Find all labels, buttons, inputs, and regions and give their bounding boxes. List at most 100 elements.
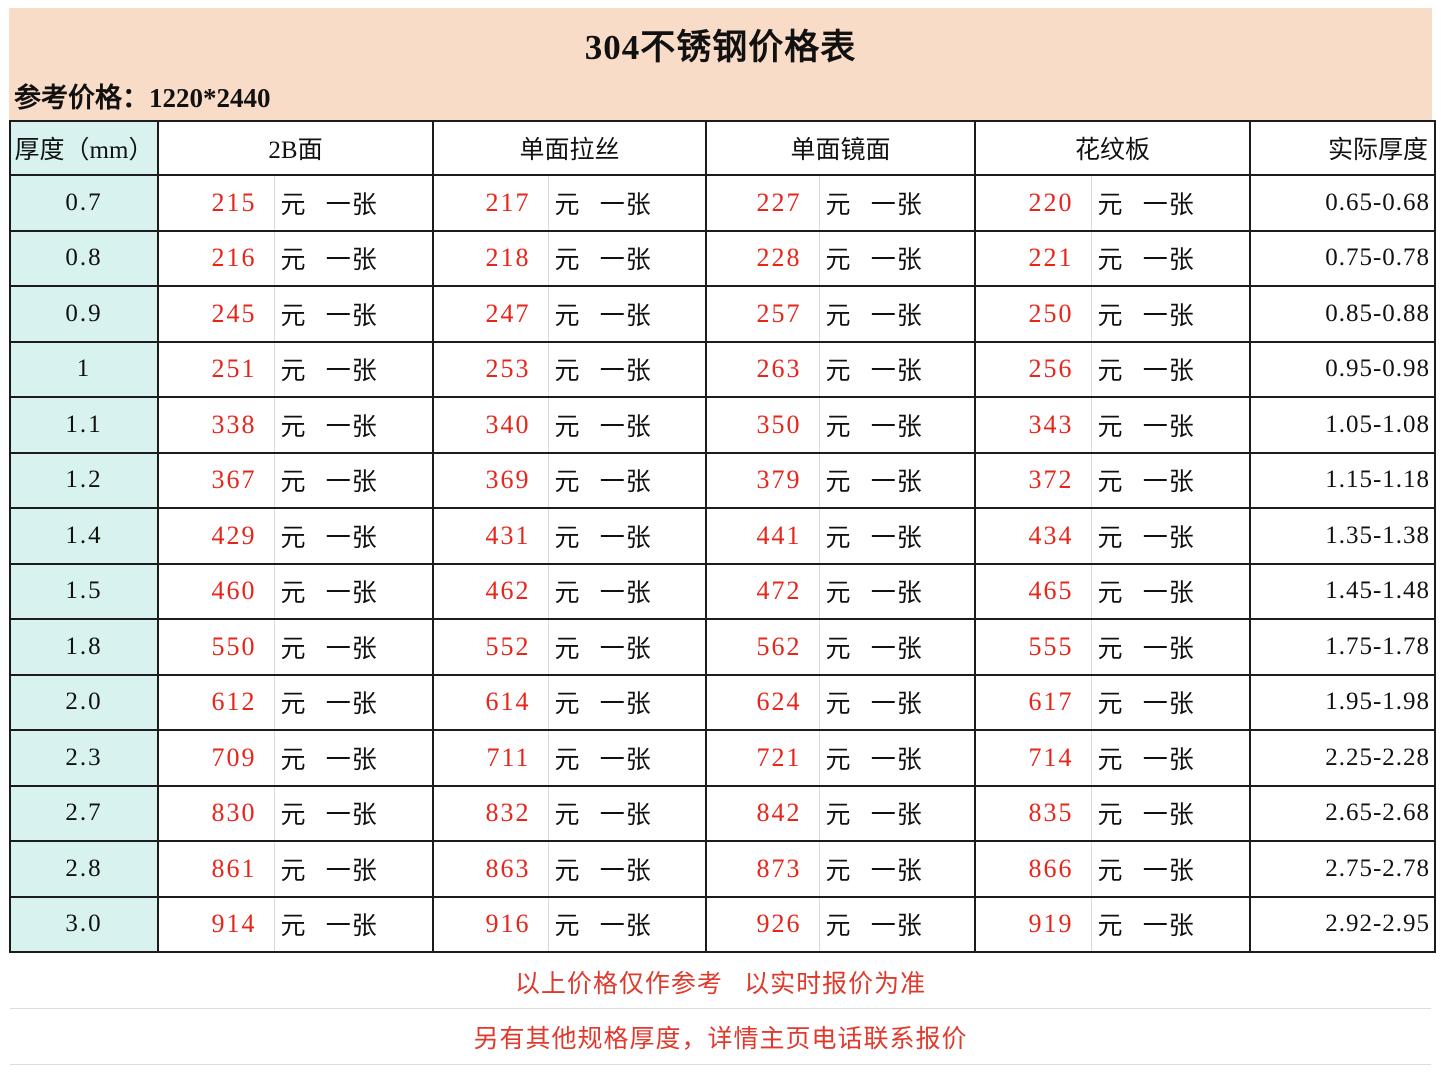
footer-notes: 以上价格仅作参考 以实时报价为准 另有其他规格厚度，详情主页电话联系报价: [10, 956, 1431, 1065]
reference-price-label: 参考价格：: [14, 83, 149, 113]
price-value-cell: 227: [705, 174, 820, 232]
price-unit-cell: 元 一张: [273, 174, 434, 232]
price-value-cell: 914: [157, 895, 275, 953]
price-value-cell: 842: [705, 784, 820, 842]
price-value-cell: 338: [157, 396, 275, 454]
price-value-cell: 863: [432, 840, 549, 898]
price-value-cell: 861: [157, 840, 275, 898]
thickness-cell: 1.2: [9, 451, 159, 509]
price-value-cell: 372: [974, 451, 1092, 509]
price-value-cell: 215: [157, 174, 275, 232]
price-unit-cell: 元 一张: [547, 451, 708, 509]
price-value-cell: 216: [157, 229, 275, 287]
header-banner: 304不锈钢价格表 参考价格：1220*2440: [9, 8, 1432, 120]
actual-thickness-cell: 0.65-0.68: [1249, 174, 1437, 232]
table-row: 1.5 460 元 一张 462 元 一张 472 元 一张 465 元 一张 1.45-1.48: [9, 562, 1437, 620]
price-unit-cell: 元 一张: [1090, 340, 1252, 398]
price-value-cell: 228: [705, 229, 820, 287]
price-value-cell: 462: [432, 562, 549, 620]
price-value-cell: 465: [974, 562, 1092, 620]
price-unit-cell: 元 一张: [818, 229, 977, 287]
price-unit-cell: 元 一张: [547, 673, 708, 731]
price-value-cell: 830: [157, 784, 275, 842]
price-unit-cell: 元 一张: [1090, 618, 1252, 676]
col-header-2b-surface: 2B面: [157, 120, 434, 176]
price-unit-cell: 元 一张: [273, 784, 434, 842]
price-value-cell: 555: [974, 618, 1092, 676]
price-unit-cell: 元 一张: [273, 618, 434, 676]
price-unit-cell: 元 一张: [273, 507, 434, 565]
price-unit-cell: 元 一张: [547, 562, 708, 620]
thickness-cell: 1.4: [9, 507, 159, 565]
thickness-cell: 1: [9, 340, 159, 398]
price-value-cell: 617: [974, 673, 1092, 731]
col-header-thickness: 厚度（mm）: [9, 120, 159, 176]
price-value-cell: 245: [157, 285, 275, 343]
price-unit-cell: 元 一张: [1090, 784, 1252, 842]
price-table-body: 0.7 215 元 一张 217 元 一张 227 元 一张 220 元 一张 0.65-0.68…: [9, 174, 1437, 953]
price-value-cell: 256: [974, 340, 1092, 398]
price-value-cell: 714: [974, 729, 1092, 787]
price-unit-cell: 元 一张: [1090, 451, 1252, 509]
thickness-cell: 1.5: [9, 562, 159, 620]
table-row: 2.7 830 元 一张 832 元 一张 842 元 一张 835 元 一张 2.65-2.68: [9, 784, 1437, 842]
price-unit-cell: 元 一张: [818, 729, 977, 787]
thickness-cell: 0.7: [9, 174, 159, 232]
table-row: 0.9 245 元 一张 247 元 一张 257 元 一张 250 元 一张 0.85-0.88: [9, 285, 1437, 343]
price-unit-cell: 元 一张: [273, 562, 434, 620]
thickness-cell: 0.8: [9, 229, 159, 287]
price-value-cell: 721: [705, 729, 820, 787]
table-row: 1.4 429 元 一张 431 元 一张 441 元 一张 434 元 一张 1.35-1.38: [9, 507, 1437, 565]
price-value-cell: 431: [432, 507, 549, 565]
price-value-cell: 832: [432, 784, 549, 842]
price-unit-cell: 元 一张: [547, 507, 708, 565]
price-value-cell: 926: [705, 895, 820, 953]
price-value-cell: 460: [157, 562, 275, 620]
price-unit-cell: 元 一张: [273, 673, 434, 731]
price-unit-cell: 元 一张: [547, 229, 708, 287]
table-row: 1.2 367 元 一张 369 元 一张 379 元 一张 372 元 一张 1.15-1.18: [9, 451, 1437, 509]
thickness-cell: 3.0: [9, 895, 159, 953]
note-contact: 另有其他规格厚度，详情主页电话联系报价: [10, 1009, 1431, 1065]
price-unit-cell: 元 一张: [547, 784, 708, 842]
price-value-cell: 709: [157, 729, 275, 787]
thickness-cell: 1.1: [9, 396, 159, 454]
price-unit-cell: 元 一张: [273, 451, 434, 509]
price-unit-cell: 元 一张: [547, 618, 708, 676]
price-unit-cell: 元 一张: [1090, 507, 1252, 565]
price-value-cell: 916: [432, 895, 549, 953]
table-row: 0.7 215 元 一张 217 元 一张 227 元 一张 220 元 一张 0.65-0.68: [9, 174, 1437, 232]
actual-thickness-cell: 0.95-0.98: [1249, 340, 1437, 398]
price-value-cell: 350: [705, 396, 820, 454]
price-value-cell: 711: [432, 729, 549, 787]
thickness-cell: 2.3: [9, 729, 159, 787]
actual-thickness-cell: 1.95-1.98: [1249, 673, 1437, 731]
col-header-actual-thickness: 实际厚度: [1249, 120, 1437, 176]
price-unit-cell: 元 一张: [273, 840, 434, 898]
table-row: 3.0 914 元 一张 916 元 一张 926 元 一张 919 元 一张 2.92-2.95: [9, 895, 1437, 953]
price-unit-cell: 元 一张: [818, 618, 977, 676]
price-unit-cell: 元 一张: [818, 673, 977, 731]
actual-thickness-cell: 1.75-1.78: [1249, 618, 1437, 676]
price-unit-cell: 元 一张: [547, 895, 708, 953]
price-unit-cell: 元 一张: [818, 507, 977, 565]
price-value-cell: 552: [432, 618, 549, 676]
price-value-cell: 218: [432, 229, 549, 287]
table-row: 0.8 216 元 一张 218 元 一张 228 元 一张 221 元 一张 0.75-0.78: [9, 229, 1437, 287]
price-value-cell: 379: [705, 451, 820, 509]
price-value-cell: 441: [705, 507, 820, 565]
price-value-cell: 247: [432, 285, 549, 343]
table-row: 2.0 612 元 一张 614 元 一张 624 元 一张 617 元 一张 1.95-1.98: [9, 673, 1437, 731]
price-unit-cell: 元 一张: [818, 174, 977, 232]
price-value-cell: 257: [705, 285, 820, 343]
page-title: 304不锈钢价格表: [584, 28, 857, 67]
actual-thickness-cell: 2.75-2.78: [1249, 840, 1437, 898]
price-value-cell: 250: [974, 285, 1092, 343]
actual-thickness-cell: 2.92-2.95: [1249, 895, 1437, 953]
price-value-cell: 562: [705, 618, 820, 676]
price-value-cell: 221: [974, 229, 1092, 287]
actual-thickness-cell: 0.75-0.78: [1249, 229, 1437, 287]
table-row: 1 251 元 一张 253 元 一张 263 元 一张 256 元 一张 0.95-0.98: [9, 340, 1437, 398]
price-unit-cell: 元 一张: [547, 285, 708, 343]
table-row: 1.1 338 元 一张 340 元 一张 350 元 一张 343 元 一张 1.05-1.08: [9, 396, 1437, 454]
